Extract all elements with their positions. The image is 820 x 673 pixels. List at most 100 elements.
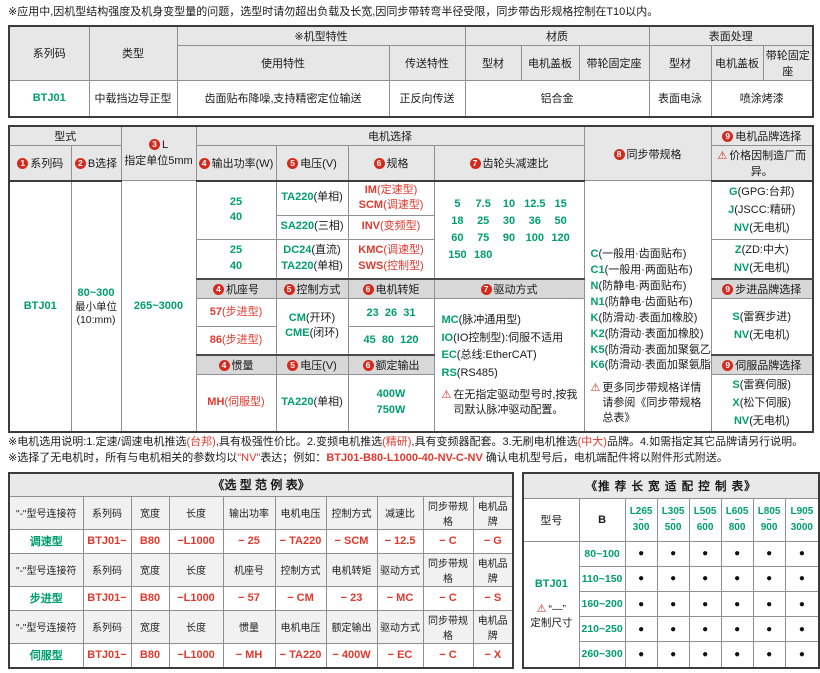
dot-mark: ●: [688, 591, 722, 618]
gear-value: 18: [451, 215, 464, 228]
drive-mode-cell: MC(脉冲通用型) IO(IO控制型):伺服不适用 EC(总线:EtherCAT…: [433, 298, 585, 433]
cell: − C: [422, 528, 474, 554]
header-cell: 电机品牌: [472, 609, 514, 644]
dot-mark: ●: [720, 565, 754, 593]
code: X: [732, 396, 740, 409]
gear-value: 5: [454, 198, 461, 211]
size-control-table: 《推 荐 长 宽 适 配 控 制 表》 型号 B L265 ~300 L305 ~5…: [522, 471, 820, 669]
header-cell: 电机转矩: [325, 552, 378, 587]
desc: (一般用·齿面贴布): [598, 247, 687, 260]
header-series: 1 系列码: [8, 144, 72, 182]
desc: (一般用·两面贴布): [604, 263, 693, 276]
header-brand: 9 电机品牌选择: [710, 125, 814, 146]
series-value: BTJ01: [8, 180, 72, 433]
header-cell: 宽度: [130, 609, 170, 644]
motor-selection-note: ※电机选用说明:1.定速/调速电机推选(台邦),具有极强性价比。2.变频电机推选…: [8, 435, 812, 449]
circle-number: 2: [74, 157, 86, 169]
header-seat: 带轮固定座: [762, 44, 814, 81]
code: CM: [288, 311, 306, 324]
circle-number: 3: [148, 139, 160, 151]
circle-number: 4: [198, 157, 210, 169]
table-row: BTJ01 中载挡边导正型 齿面贴布降噪,支持精密定位输送 正反向传送 铝合金 …: [8, 79, 814, 118]
code: N1: [590, 295, 605, 308]
cell: −L1000: [168, 585, 224, 611]
transfer-value: 正反向传送: [388, 79, 466, 118]
circle-number: 6: [362, 284, 374, 296]
belt-warning: ⚠ 更多同步带规格详情请参阅《同步带规格总表》: [591, 381, 708, 426]
gear-ratio-cell: 5 7.5 10 12.5 15 18 25 30 36 50 60 75 90 100 120 150…: [433, 180, 585, 280]
circle-number: 9: [722, 130, 734, 142]
gear-value: 7.5: [475, 198, 491, 211]
header-cell: 驱动方式: [376, 609, 424, 644]
code: C1: [590, 263, 605, 276]
desc: (RS485): [456, 366, 498, 379]
desc: (三相): [314, 220, 344, 233]
top-note: ※应用中,因机型结构强度及机身变型量的问题，选型时请勿超出负载及长宽,因同步带转…: [8, 6, 659, 18]
note-text: 品牌。4.如需指定其它品牌请另行说明。: [606, 435, 804, 448]
gear-value: 30: [502, 215, 516, 228]
model-cell: BTJ01 ⚠ “—” 定制尺寸: [522, 540, 580, 669]
code: MH: [207, 396, 225, 409]
type-value: 中载挡边导正型: [88, 79, 178, 118]
desc: (ZD:中大): [741, 243, 789, 256]
desc: (伺服型): [224, 396, 265, 409]
cell: − CM: [274, 585, 327, 611]
header-type: 类型: [88, 25, 178, 81]
circle-number: 4: [218, 359, 230, 371]
header-cell: "-"型号连接符: [8, 609, 84, 644]
cell: − S: [472, 585, 514, 611]
header-belt: 8 同步带规格: [583, 125, 712, 182]
row-label: 步进型: [8, 585, 84, 611]
cell: − 400W: [325, 642, 378, 669]
header-spec: 6 规格: [347, 144, 435, 182]
code: TA220: [281, 396, 314, 409]
example-table-title: 《选 型 范 例 表》: [8, 472, 514, 497]
dot-mark: ●: [656, 616, 690, 643]
desc: (脉冲通用型): [458, 313, 521, 326]
dot-mark: ●: [720, 591, 754, 618]
header-surface: 表面处理: [648, 25, 814, 46]
header-cell: 驱动方式: [376, 552, 424, 587]
header-length-col: L265 ~300: [624, 497, 658, 542]
b-range-value: 110~150: [578, 565, 626, 593]
dot-mark: ●: [688, 565, 722, 593]
desc: (防滑动·表面加聚氨脂): [604, 359, 711, 372]
b-range-value: 160~200: [578, 591, 626, 618]
circle-number: 5: [287, 359, 299, 371]
note-highlight: "NV": [237, 452, 261, 465]
b-label: B选择: [87, 157, 118, 170]
desc: (雷赛伺服): [739, 378, 792, 391]
code: K2: [590, 327, 605, 340]
note-text: ※电机选用说明:1.定速/调速电机推选: [8, 435, 187, 448]
header-power: 4 输出功率(W): [195, 144, 277, 182]
circle-number: 6: [362, 359, 374, 371]
header-feature: ※机型特性: [176, 25, 466, 46]
cell: BTJ01−: [82, 585, 132, 611]
code: N: [590, 279, 599, 292]
header-cover: 电机盖板: [710, 44, 764, 81]
table-row: 使用特性 传送特性 型材 电机盖板 带轮固定座 型材 电机盖板 带轮固定座: [9, 44, 814, 81]
circle-number: 1: [17, 157, 29, 169]
code: DC24: [283, 244, 312, 257]
desc: (单相): [313, 396, 343, 409]
table-row: 步进型 BTJ01− B80 −L1000− 57− CM − 23− MC − C − S: [8, 585, 514, 611]
header-seat: 带轮固定座: [578, 44, 650, 81]
dot-mark: ●: [624, 616, 658, 643]
header-length-col: L905 ~3000: [784, 497, 820, 542]
frame-label: 机座号: [226, 284, 259, 297]
header-cell: 宽度: [130, 552, 170, 587]
desc: (定速型): [376, 183, 418, 196]
header-cell: 系列码: [82, 552, 132, 587]
code: TA220: [281, 259, 314, 272]
header-profile: 型材: [464, 44, 522, 81]
gear-value: 25: [477, 215, 490, 228]
dot-mark: ●: [752, 641, 786, 669]
length-label: L: [161, 139, 169, 152]
control-table-title: 《推 荐 长 宽 适 配 控 制 表》: [522, 472, 820, 499]
stepper-brand-cell: S(雷赛步进) NV(无电机): [710, 298, 814, 356]
header-volt: 5 电压(V): [275, 144, 349, 182]
gear-value: 12.5: [524, 198, 546, 211]
stepper-subheader-row: 4 机座号 5 控制方式 6 电机转矩 7 驱动方式 9 步进品牌选择: [9, 278, 814, 300]
